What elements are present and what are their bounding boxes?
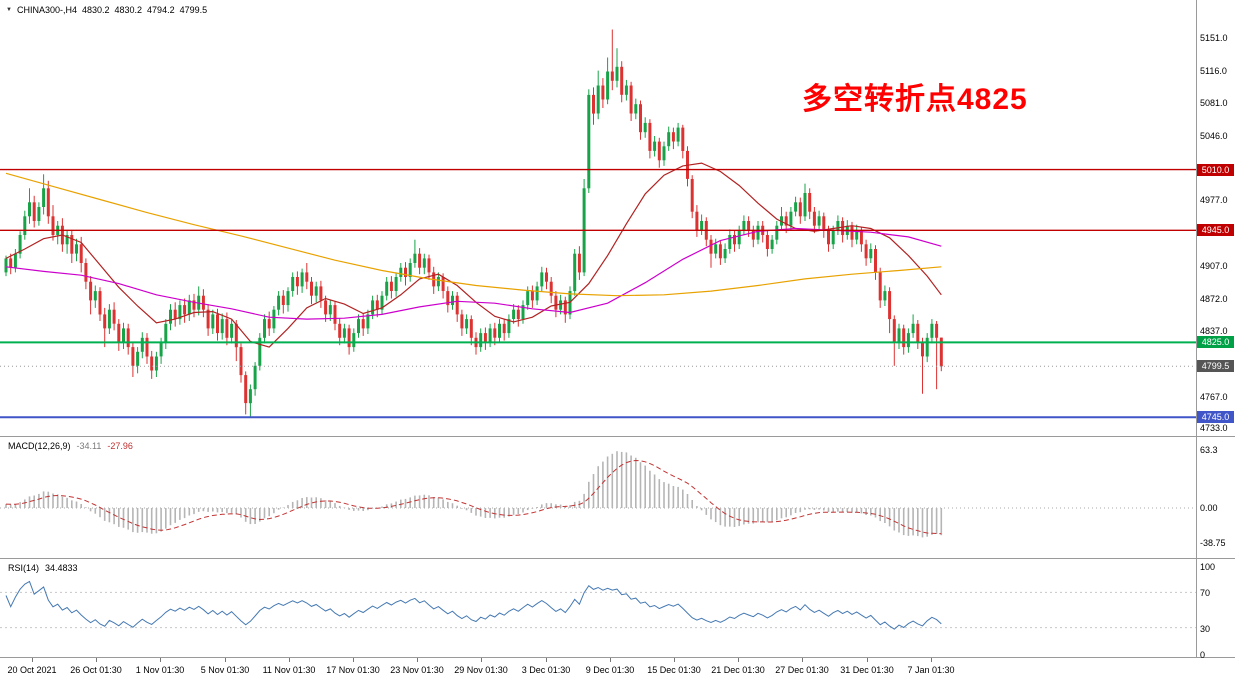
time-tick	[96, 658, 97, 662]
ma-fast-red	[5, 162, 942, 348]
time-label: 11 Nov 01:30	[262, 665, 316, 675]
macd-panel[interactable]	[0, 437, 1196, 558]
macd-signal-line	[5, 459, 942, 535]
macd-signal-value: -27.96	[107, 441, 133, 451]
rsi-name: RSI(14)	[8, 563, 40, 573]
ohlc-high: 4830.2	[114, 5, 143, 15]
price-tick: 4872.0	[1200, 294, 1228, 304]
rsi-timeaxis-separator	[0, 657, 1235, 658]
chart-menu-arrow-icon[interactable]: ▼	[6, 7, 12, 13]
price-axis-separator	[1196, 0, 1197, 657]
time-label: 7 Jan 01:30	[907, 665, 955, 675]
time-label: 27 Dec 01:30	[775, 665, 829, 675]
price-tick: 4837.0	[1200, 326, 1228, 336]
time-tick	[225, 658, 226, 662]
chart-header: ▼ CHINA300-,H4 4830.2 4830.2 4794.2 4799…	[6, 5, 207, 15]
time-label: 15 Dec 01:30	[647, 665, 701, 675]
time-label: 1 Nov 01:30	[135, 665, 185, 675]
time-tick	[546, 658, 547, 662]
rsi-axis-label: 0	[1200, 650, 1206, 660]
ohlc-low: 4794.2	[147, 5, 175, 15]
price-badge-4945: 4945.0	[1197, 224, 1234, 236]
time-label: 9 Dec 01:30	[585, 665, 635, 675]
price-tick: 4907.0	[1200, 261, 1228, 271]
price-axis-column[interactable]: 5151.0 5116.0 5081.0 5046.0 4977.0 4907.0 4872…	[1197, 0, 1235, 690]
time-tick	[931, 658, 932, 662]
time-tick	[867, 658, 868, 662]
rsi-label: RSI(14) 34.4833	[8, 563, 78, 573]
time-tick	[802, 658, 803, 662]
annotation-text: 多空转折点4825	[802, 83, 1028, 116]
time-tick	[160, 658, 161, 662]
time-tick	[674, 658, 675, 662]
time-label: 17 Nov 01:30	[326, 665, 380, 675]
price-badge-4745: 4745.0	[1197, 411, 1234, 423]
price-tick: 5116.0	[1200, 66, 1227, 76]
candlestick-series	[4, 29, 943, 418]
time-tick	[289, 658, 290, 662]
ma-slow-orange	[5, 172, 942, 297]
ma-medium-magenta	[5, 227, 942, 320]
price-chart-panel[interactable]	[0, 0, 1196, 437]
time-label: 21 Dec 01:30	[711, 665, 765, 675]
price-tick: 5046.0	[1200, 131, 1228, 141]
ohlc-close: 4799.5	[179, 5, 208, 15]
rsi-line	[5, 580, 942, 630]
time-tick	[353, 658, 354, 662]
price-tick: 4767.0	[1200, 392, 1228, 402]
rsi-axis-label: 100	[1200, 562, 1216, 572]
price-tick: 4733.0	[1200, 423, 1228, 433]
symbol-period-label: CHINA300-,H4	[16, 5, 77, 15]
time-tick	[481, 658, 482, 662]
macd-rsi-separator[interactable]	[0, 558, 1235, 559]
price-macd-separator[interactable]	[0, 436, 1235, 437]
macd-main-value: -34.11	[76, 441, 102, 451]
time-tick	[610, 658, 611, 662]
time-tick	[417, 658, 418, 662]
macd-axis-label: 0.00	[1200, 503, 1218, 513]
time-tick	[738, 658, 739, 662]
time-label: 3 Dec 01:30	[521, 665, 571, 675]
rsi-axis-label: 30	[1200, 624, 1211, 634]
time-label: 29 Nov 01:30	[454, 665, 508, 675]
macd-name: MACD(12,26,9)	[8, 441, 71, 451]
time-label: 20 Oct 2021	[7, 665, 57, 675]
price-badge-5010: 5010.0	[1197, 164, 1234, 176]
rsi-axis-label: 70	[1200, 588, 1211, 598]
price-tick: 4977.0	[1200, 195, 1228, 205]
rsi-panel[interactable]	[0, 559, 1196, 656]
ohlc-open: 4830.2	[81, 5, 110, 15]
price-badge-4799.5: 4799.5	[1197, 360, 1234, 372]
rsi-value: 34.4833	[45, 563, 78, 573]
price-badge-4825: 4825.0	[1197, 336, 1234, 348]
price-tick: 5081.0	[1200, 98, 1228, 108]
time-tick	[32, 658, 33, 662]
time-label: 23 Nov 01:30	[390, 665, 444, 675]
time-label: 26 Oct 01:30	[70, 665, 122, 675]
macd-histogram	[5, 451, 943, 538]
macd-axis-label: 63.3	[1200, 445, 1218, 455]
time-label: 31 Dec 01:30	[840, 665, 894, 675]
time-axis[interactable]: 20 Oct 2021 26 Oct 01:30 1 Nov 01:30 5 Nov …	[0, 658, 1196, 690]
time-label: 5 Nov 01:30	[200, 665, 250, 675]
macd-axis-label: -38.75	[1200, 538, 1226, 548]
price-tick: 5151.0	[1200, 33, 1228, 43]
macd-label: MACD(12,26,9) -34.11 -27.96	[8, 441, 133, 451]
